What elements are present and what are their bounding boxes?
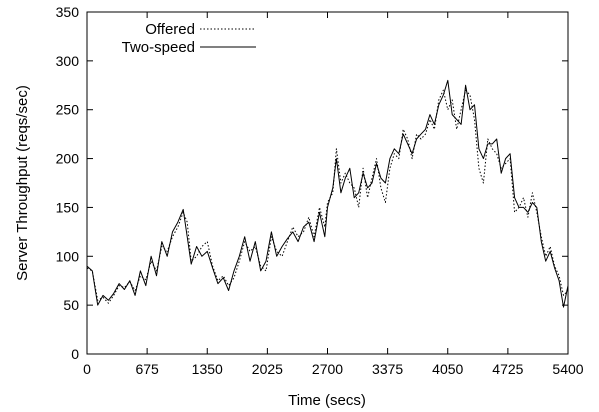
legend-label-offered: Offered	[145, 21, 195, 38]
y-axis-title: Server Throughput (reqs/sec)	[14, 85, 31, 281]
x-tick-label: 5400	[552, 361, 583, 377]
x-tick-label: 4050	[432, 361, 463, 377]
legend-label-two-speed: Two-speed	[122, 39, 195, 56]
x-tick-label: 2025	[252, 361, 283, 377]
x-tick-label: 4725	[492, 361, 523, 377]
x-axis: 0 675 1350 2025 2700 3375 4050 4725 5400	[83, 12, 584, 377]
legend: Offered Two-speed	[122, 21, 256, 56]
x-tick-label: 675	[135, 361, 159, 377]
x-tick-label: 0	[83, 361, 91, 377]
y-tick-label: 50	[63, 297, 79, 313]
y-tick-label: 250	[56, 102, 80, 118]
series-line-two-speed	[86, 79, 569, 308]
x-tick-label: 1350	[192, 361, 223, 377]
x-tick-label: 2700	[312, 361, 343, 377]
y-tick-label: 300	[56, 53, 80, 69]
y-axis: 0 50 100 150 200 250 300 350	[56, 4, 568, 362]
y-tick-label: 150	[56, 199, 80, 215]
x-axis-title: Time (secs)	[288, 392, 366, 409]
series-line-offered	[86, 89, 569, 304]
plot-content	[86, 79, 569, 308]
y-tick-label: 100	[56, 248, 80, 264]
x-tick-label: 3375	[372, 361, 403, 377]
y-tick-label: 0	[71, 346, 79, 362]
plot-frame	[86, 11, 569, 355]
y-tick-label: 350	[56, 4, 80, 20]
y-tick-label: 200	[56, 151, 80, 167]
